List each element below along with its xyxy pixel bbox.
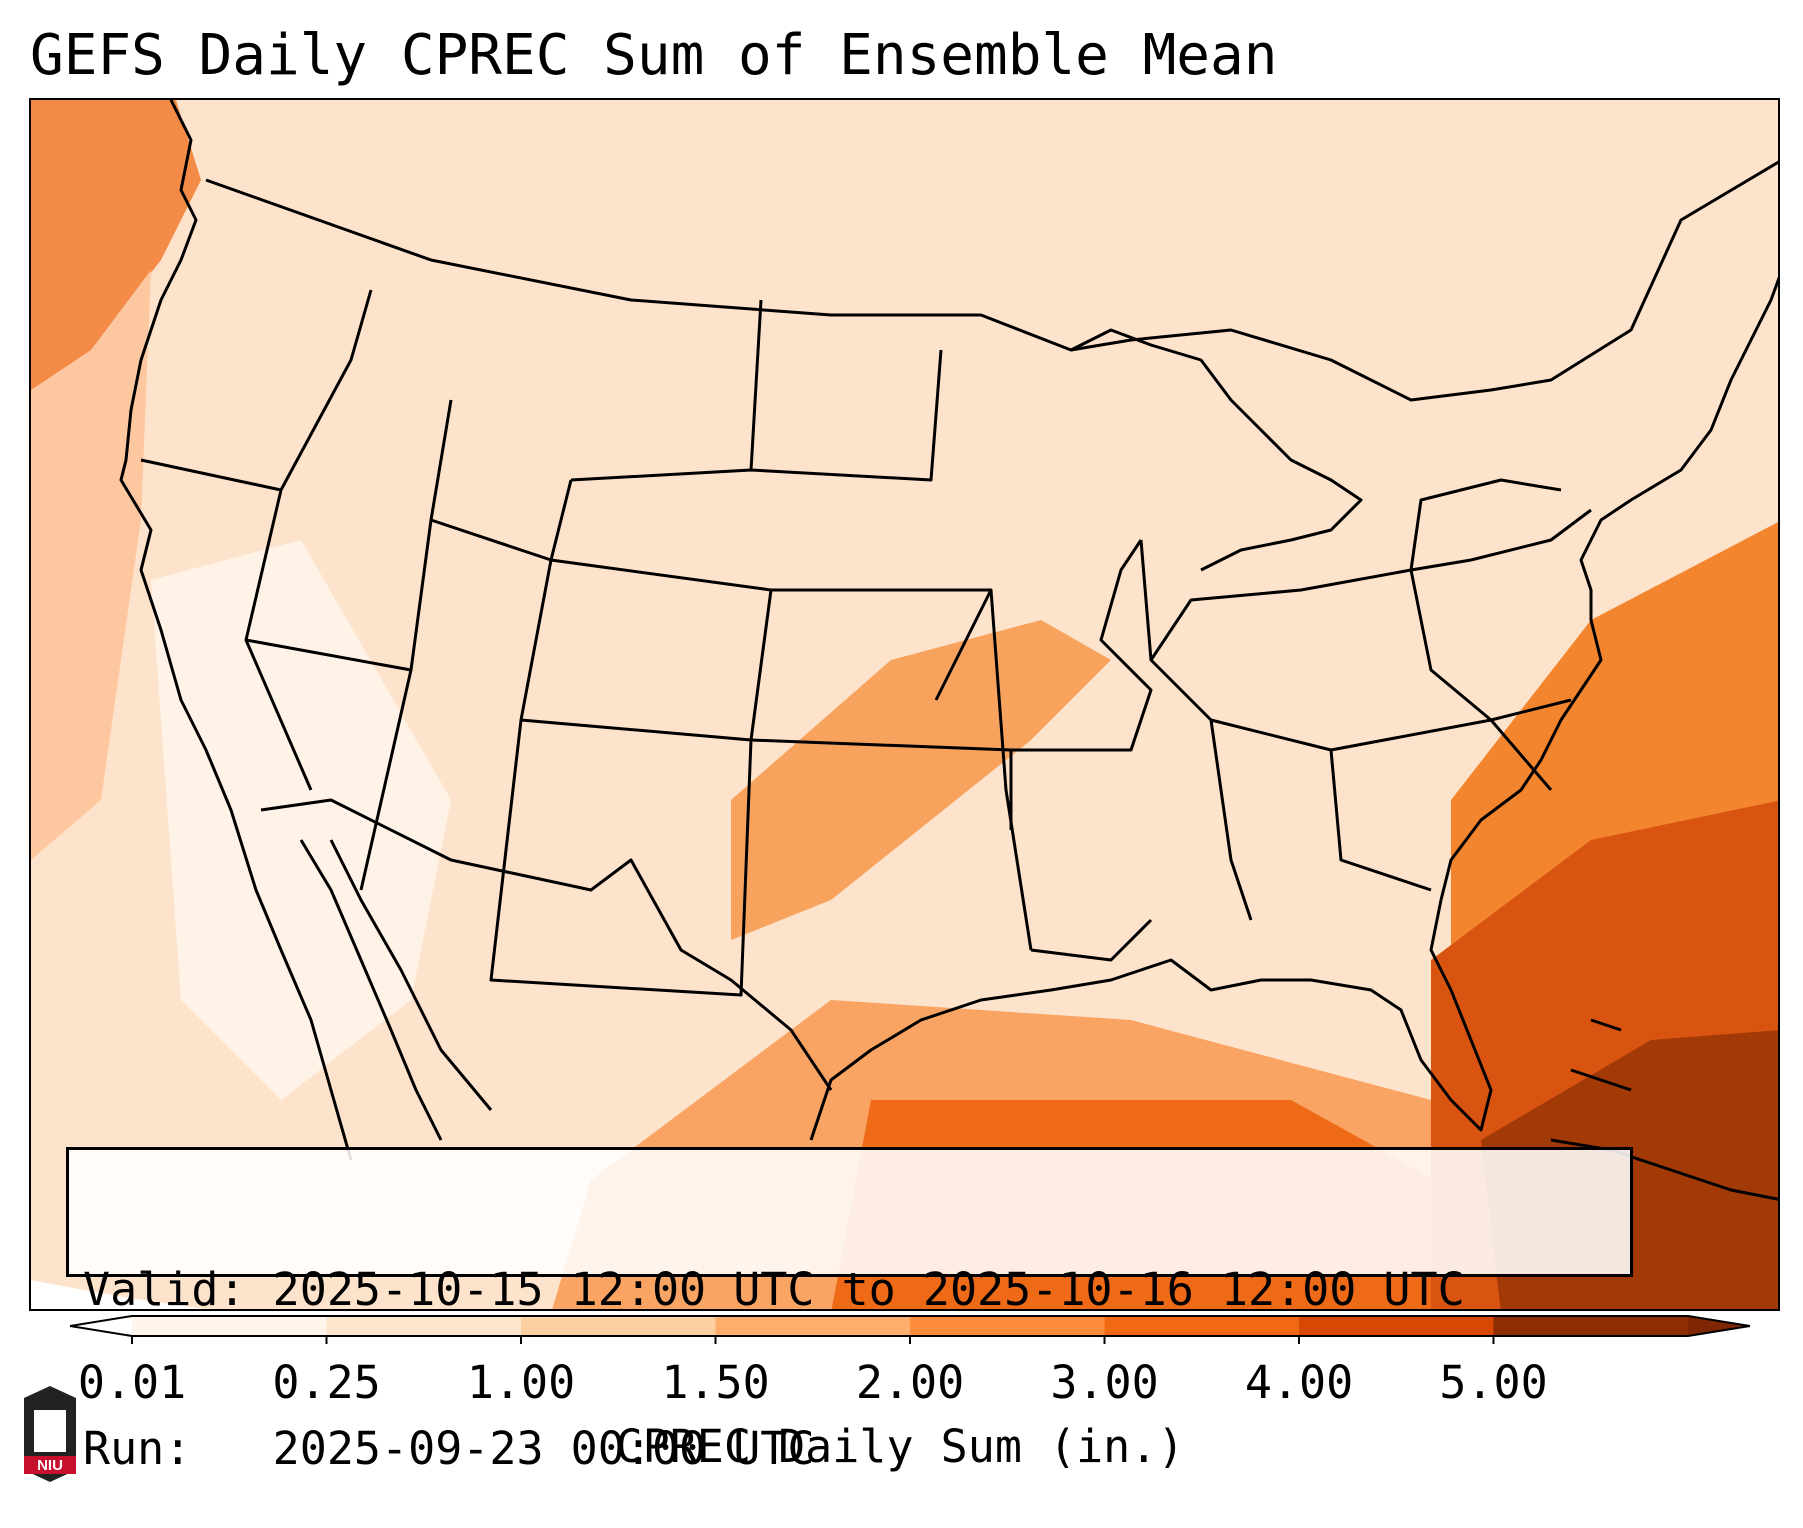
colorbar-segment: [715, 1316, 911, 1336]
canada-us-border: [205, 160, 1778, 402]
run-time-text: Run: 2025-09-23 00:00 UTC: [83, 1422, 815, 1475]
colorbar-tick-label: 5.00: [1439, 1356, 1548, 1409]
precip-southwest: [151, 540, 451, 1100]
colorbar-segment: [1299, 1316, 1494, 1336]
state-borders-east: [1139, 478, 1592, 921]
gulf-coast: [809, 899, 1493, 1141]
valid-run-info-box: Valid: 2025-10-15 12:00 UTC to 2025-10-1…: [66, 1147, 1633, 1475]
precip-pacific-coast: [31, 270, 151, 860]
precip-plains-band: [731, 620, 1111, 940]
colorbar-segment: [910, 1316, 1105, 1336]
colorbar-over-extension: [1688, 1316, 1750, 1336]
map-title: GEFS Daily CPREC Sum of Ensemble Mean: [30, 23, 1278, 88]
colorbar-under-extension: [70, 1316, 132, 1336]
precip-ne-pacific: [31, 100, 201, 400]
niu-building: [34, 1410, 66, 1452]
great-lakes-shore: [1070, 328, 1363, 572]
map-panel: [29, 98, 1780, 1311]
colorbar-label: CPREC Daily Sum (in.): [615, 1420, 1185, 1473]
colorbar-tick-label: 1.00: [466, 1356, 576, 1409]
colorbar-tick-label: 0.01: [77, 1356, 187, 1409]
pacific-coastline: [119, 100, 353, 1161]
colorbar-tick-label: 2.00: [855, 1356, 965, 1409]
colorbar-tick-label: 4.00: [1244, 1356, 1354, 1409]
colorbar-segment: [132, 1316, 327, 1336]
florida-cuba-islands: [1550, 1018, 1778, 1201]
colorbar-segment: [1104, 1316, 1300, 1336]
precip-field: [31, 100, 1778, 1309]
niu-logo: NIU: [24, 1386, 76, 1482]
colorbar-tick-label: 1.50: [661, 1356, 770, 1409]
us-mexico-border: [260, 798, 833, 1091]
atlantic-coastline: [1439, 276, 1778, 901]
valid-time-text: Valid: 2025-10-15 12:00 UTC to 2025-10-1…: [83, 1263, 1465, 1316]
map-edge-southwest: [31, 1280, 206, 1309]
colorbar: [70, 1315, 1750, 1344]
colorbar-tick-label: 0.25: [272, 1356, 381, 1409]
baja-peninsula: [299, 839, 443, 1141]
niu-band: [24, 1456, 76, 1474]
colorbar-segment: [1493, 1316, 1689, 1336]
colorbar-segment: [326, 1316, 522, 1336]
boundaries: [119, 100, 1778, 1201]
niu-logo-text: NIU: [37, 1457, 63, 1474]
precip-map: [31, 100, 1778, 1309]
gulf-of-california-coast: [329, 839, 493, 1111]
colorbar-tick-label: 3.00: [1050, 1356, 1159, 1409]
state-borders-central: [570, 299, 1153, 962]
colorbar-segment: [521, 1316, 716, 1336]
